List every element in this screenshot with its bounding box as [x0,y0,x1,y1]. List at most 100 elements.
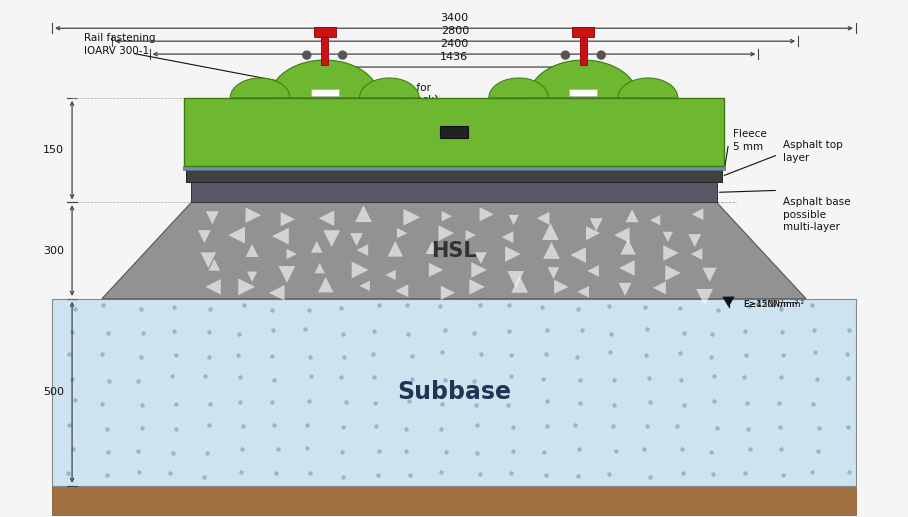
Polygon shape [666,265,681,281]
Bar [314,27,336,37]
Polygon shape [548,267,559,279]
Polygon shape [246,244,259,257]
Polygon shape [691,248,703,260]
Text: E≥45N/mm²: E≥45N/mm² [744,299,799,308]
Polygon shape [247,271,257,282]
Polygon shape [626,209,638,222]
Text: Asphalt base
possible
multi-layer: Asphalt base possible multi-layer [784,197,851,232]
Polygon shape [723,297,735,307]
Text: Asphalt top
layer: Asphalt top layer [784,141,843,163]
Polygon shape [663,245,679,261]
Polygon shape [650,215,660,225]
Polygon shape [360,281,370,291]
Polygon shape [102,202,806,299]
Polygon shape [238,279,255,295]
Bar [440,126,468,138]
Polygon shape [537,212,549,225]
Bar [184,98,724,166]
Polygon shape [388,241,403,256]
Text: Fleece
5 mm: Fleece 5 mm [734,129,767,152]
Polygon shape [703,268,716,282]
Polygon shape [542,223,559,240]
Polygon shape [395,284,409,297]
Circle shape [561,51,569,59]
Polygon shape [543,242,560,259]
Polygon shape [281,212,295,226]
Polygon shape [245,207,261,223]
Polygon shape [528,60,638,98]
Polygon shape [429,263,443,277]
Polygon shape [360,78,419,98]
Text: HSL: HSL [431,240,477,261]
Text: Subbase: Subbase [397,381,511,404]
Polygon shape [554,280,568,294]
Polygon shape [441,211,452,221]
Polygon shape [620,239,636,254]
Polygon shape [357,244,368,256]
Polygon shape [201,252,216,268]
Polygon shape [318,277,333,293]
Polygon shape [618,78,677,98]
Polygon shape [279,266,295,283]
Polygon shape [269,285,284,300]
Text: 1436: 1436 [440,52,468,62]
Polygon shape [231,78,290,98]
Polygon shape [653,281,666,294]
Polygon shape [696,289,713,306]
Polygon shape [311,241,322,253]
Text: E≥120N/mm²: E≥120N/mm² [744,299,804,308]
Polygon shape [723,297,735,307]
Polygon shape [505,246,520,262]
Text: 300: 300 [43,246,64,255]
Bar [52,299,856,486]
Bar [52,486,856,515]
Polygon shape [590,218,603,231]
Polygon shape [479,207,494,221]
Bar [572,27,594,37]
Circle shape [339,51,347,59]
Polygon shape [508,271,524,288]
Polygon shape [426,241,439,254]
Polygon shape [270,60,380,98]
Text: 500: 500 [43,387,64,397]
Polygon shape [471,262,487,278]
Polygon shape [323,230,340,247]
Polygon shape [577,286,589,298]
Polygon shape [502,231,513,243]
Polygon shape [587,265,599,277]
Polygon shape [619,260,635,276]
Bar [183,166,725,171]
Polygon shape [489,78,548,98]
Bar [580,37,587,65]
Polygon shape [614,227,629,243]
Polygon shape [692,208,704,220]
Polygon shape [466,230,476,240]
Polygon shape [205,279,221,295]
Circle shape [597,51,606,59]
Polygon shape [475,252,487,264]
Polygon shape [351,262,369,278]
Polygon shape [570,247,586,263]
Polygon shape [198,230,211,243]
Polygon shape [439,225,454,241]
Polygon shape [397,228,408,238]
Bar [321,37,328,65]
Polygon shape [663,232,673,242]
Bar [192,183,716,202]
Text: 150: 150 [43,145,64,155]
Polygon shape [385,270,396,280]
Polygon shape [511,276,528,293]
Text: 2800: 2800 [441,26,469,36]
Polygon shape [618,283,632,296]
Text: Rail fastening
lOARV 300-1: Rail fastening lOARV 300-1 [84,33,155,56]
Polygon shape [319,210,334,226]
Polygon shape [508,215,518,225]
Polygon shape [314,263,325,273]
Polygon shape [688,234,701,247]
Bar [569,89,597,96]
Text: Recess for
fixing block: Recess for fixing block [374,83,434,105]
Bar [186,171,722,183]
Text: 3400: 3400 [440,13,468,23]
Polygon shape [272,227,289,245]
Polygon shape [206,211,219,224]
